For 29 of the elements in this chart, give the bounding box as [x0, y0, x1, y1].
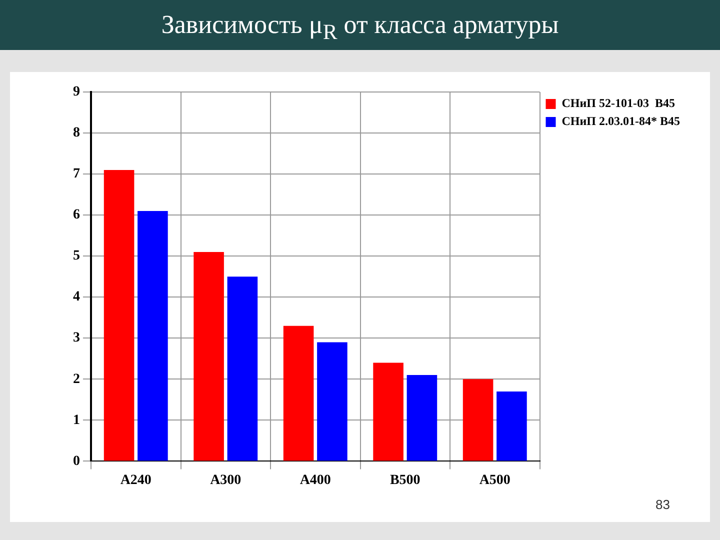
bar: [496, 391, 527, 461]
legend-label: СНиП 52-101-03 В45: [562, 96, 675, 110]
y-tick-label: 1: [73, 412, 80, 428]
text: 83: [656, 497, 670, 512]
y-tick-label: 3: [73, 330, 80, 346]
x-tick-label: A300: [210, 473, 242, 488]
y-tick-label: 2: [73, 372, 80, 387]
bar: [406, 375, 438, 461]
bar: [138, 210, 168, 461]
chart-title: Зависимость μ$_{R}$ от класса арматуры: [0, 0, 720, 50]
bar: [462, 379, 494, 461]
legend-label: СНиП 2.03.01-84* В45: [562, 114, 680, 128]
y-tick-label: 4: [73, 290, 80, 305]
y-tick-label: 8: [73, 126, 80, 141]
y-tick-label: 7: [73, 166, 80, 182]
x-tick-label: A240: [120, 473, 152, 488]
bar: [283, 326, 314, 461]
bar: [373, 362, 404, 461]
y-tick-label: 6: [73, 208, 80, 223]
x-tick-label: A500: [479, 473, 510, 488]
bar: [194, 252, 224, 461]
bar: [104, 170, 134, 461]
x-tick-label: B500: [390, 473, 420, 488]
x-tick-label: A400: [300, 473, 331, 488]
y-tick-label: 0: [73, 454, 80, 469]
y-tick-label: 9: [73, 84, 80, 100]
y-tick-label: 5: [73, 248, 80, 264]
bar: [227, 276, 258, 461]
bar: [317, 342, 348, 461]
